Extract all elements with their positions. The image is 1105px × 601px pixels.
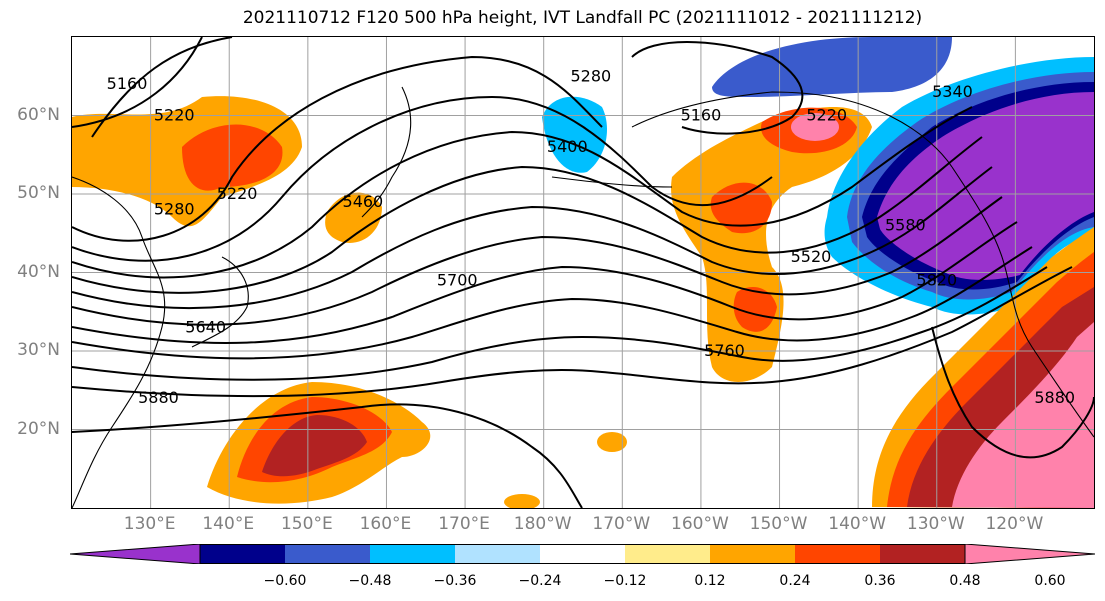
longitude-label-10: 130°W bbox=[906, 514, 965, 534]
colorbar-tick-label-6: 0.24 bbox=[779, 573, 811, 589]
ivt-positive-band-gulf bbox=[671, 107, 872, 382]
colorbar-segment-9 bbox=[880, 544, 966, 564]
contour-label-0: 5160 bbox=[107, 74, 148, 93]
longitude-label-5: 180°W bbox=[513, 514, 572, 534]
height-contour-5640 bbox=[72, 221, 1018, 344]
contour-label-13: 5700 bbox=[437, 270, 478, 289]
colorbar-segment-7 bbox=[710, 544, 796, 564]
ivt-peak-cell-alaska bbox=[791, 113, 839, 141]
longitude-label-2: 150°E bbox=[280, 514, 333, 534]
colorbar-segment-1 bbox=[200, 544, 286, 564]
ivt-strong-band-gulf bbox=[710, 182, 772, 234]
contour-label-12: 5820 bbox=[916, 270, 957, 289]
latitude-label-2: 40°N bbox=[17, 261, 60, 282]
map-canvas[interactable]: 5160 5220 5280 5160 5220 5400 5340 5220 5280 5460… bbox=[72, 37, 1094, 508]
contour-label-1: 5220 bbox=[154, 106, 195, 125]
height-contour-5580 bbox=[72, 196, 1003, 326]
height-contours bbox=[72, 37, 1094, 508]
colorbar-tick-label-5: 0.12 bbox=[694, 573, 726, 589]
colorbar-segment-3 bbox=[370, 544, 456, 564]
coastline-asia bbox=[72, 176, 166, 508]
map-title: 2021110712 F120 500 hPa height, IVT Land… bbox=[242, 8, 923, 28]
longitude-label-9: 140°W bbox=[828, 514, 887, 534]
colorbar-segment-4 bbox=[455, 544, 541, 564]
longitude-label-3: 160°E bbox=[359, 514, 412, 534]
ivt-strong-core-sub bbox=[262, 415, 367, 477]
contour-label-3: 5160 bbox=[681, 106, 722, 125]
contour-label-10: 5580 bbox=[885, 215, 926, 234]
ivt-positive-region-kuril bbox=[325, 192, 382, 243]
height-contour-5400 bbox=[72, 106, 973, 279]
contour-label-4: 5220 bbox=[806, 106, 847, 125]
latitude-label-1: 50°N bbox=[17, 183, 60, 203]
longitude-label-11: 120°W bbox=[985, 514, 1044, 534]
height-contour-5160-west bbox=[91, 37, 233, 138]
contour-label-14: 5640 bbox=[185, 317, 226, 336]
ivt-small-cell-2 bbox=[504, 494, 540, 508]
ivt-small-cell bbox=[597, 432, 627, 452]
contour-labels: 5160 5220 5280 5160 5220 5400 5340 5220 5280 5460… bbox=[107, 66, 1075, 407]
longitude-label-7: 160°W bbox=[671, 514, 729, 534]
map-panel[interactable]: 5160 5220 5280 5160 5220 5400 5340 5220 5280 5460… bbox=[71, 36, 1095, 509]
ivt-negative-region-bering bbox=[542, 96, 607, 173]
colorbar-segment-5 bbox=[540, 544, 626, 564]
ivt-negative-core-coast bbox=[877, 92, 1094, 280]
colorbar-tick-label-4: −0.12 bbox=[603, 573, 647, 589]
contour-label-5: 5400 bbox=[547, 137, 588, 156]
ivt-negative-region-alaska bbox=[712, 37, 952, 97]
colorbar-segment-6 bbox=[625, 544, 711, 564]
height-contour-5220-west bbox=[72, 37, 203, 128]
contour-label-16: 5880 bbox=[138, 388, 179, 407]
height-contour-5460 bbox=[72, 136, 983, 294]
latitude-label-3: 30°N bbox=[17, 340, 60, 360]
colorbar-tick-label-7: 0.36 bbox=[864, 573, 896, 589]
colorbar-extend-min bbox=[69, 543, 201, 565]
contour-label-2: 5280 bbox=[571, 66, 612, 85]
contour-label-7: 5220 bbox=[217, 184, 258, 203]
colorbar-tick-label-1: −0.48 bbox=[348, 573, 392, 589]
coastline-alaska bbox=[631, 91, 953, 168]
colorbar bbox=[69, 543, 1096, 565]
longitude-label-8: 150°W bbox=[749, 514, 808, 534]
contour-label-6: 5340 bbox=[932, 82, 973, 101]
colorbar-tick-label-9: 0.60 bbox=[1034, 573, 1066, 589]
contour-label-11: 5520 bbox=[791, 247, 832, 266]
colorbar-tick-label-2: −0.36 bbox=[433, 573, 477, 589]
contour-label-8: 5280 bbox=[154, 200, 195, 219]
height-contour-5880-east bbox=[931, 326, 1094, 459]
contour-label-15: 5760 bbox=[704, 341, 745, 360]
longitude-label-1: 140°E bbox=[202, 514, 255, 534]
ivt-strong-region-nw bbox=[182, 124, 283, 191]
colorbar-segment-8 bbox=[795, 544, 881, 564]
height-contour-5820 bbox=[72, 266, 1073, 398]
colorbar-tick-label-0: −0.60 bbox=[263, 573, 307, 589]
colorbar-segment-2 bbox=[285, 544, 371, 564]
latitude-label-4: 20°N bbox=[17, 418, 60, 439]
height-contour-5280 bbox=[72, 55, 603, 242]
height-contour-5700 bbox=[72, 246, 1033, 360]
height-contour-5760 bbox=[72, 266, 1048, 381]
height-contour-5160-east bbox=[631, 41, 804, 135]
contour-label-9: 5460 bbox=[343, 192, 384, 211]
coastline-north-america bbox=[951, 166, 1094, 438]
colorbar-tick-label-8: 0.48 bbox=[949, 573, 981, 589]
coastline-japan bbox=[191, 256, 249, 348]
ivt-strong-band-gulf-2 bbox=[733, 287, 777, 332]
coastline-aleutians bbox=[551, 176, 673, 188]
latitude-label-0: 60°N bbox=[17, 104, 60, 125]
longitude-label-4: 170°E bbox=[438, 514, 490, 534]
colorbar-frame bbox=[199, 544, 966, 564]
colorbar-tick-label-3: −0.24 bbox=[518, 573, 562, 589]
ivt-peak-core-se bbox=[952, 322, 1094, 508]
height-contour-5340 bbox=[72, 95, 773, 262]
height-contour-5880-west bbox=[72, 403, 583, 508]
contour-label-17: 5880 bbox=[1034, 388, 1075, 407]
colorbar-extend-max bbox=[964, 543, 1096, 565]
height-contour-5520 bbox=[72, 166, 993, 310]
longitude-label-6: 170°W bbox=[592, 514, 651, 534]
colorbar-canvas bbox=[69, 543, 1096, 565]
longitude-label-0: 130°E bbox=[123, 514, 176, 534]
